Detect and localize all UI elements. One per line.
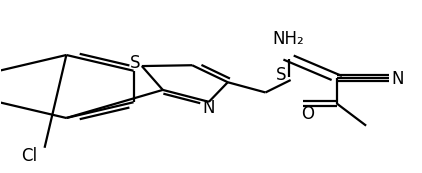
Text: S: S xyxy=(276,66,287,84)
Text: N: N xyxy=(203,99,215,117)
Text: O: O xyxy=(301,105,314,123)
Text: S: S xyxy=(130,54,140,72)
Text: N: N xyxy=(391,70,404,88)
Text: NH₂: NH₂ xyxy=(273,30,304,48)
Text: Cl: Cl xyxy=(22,147,38,165)
